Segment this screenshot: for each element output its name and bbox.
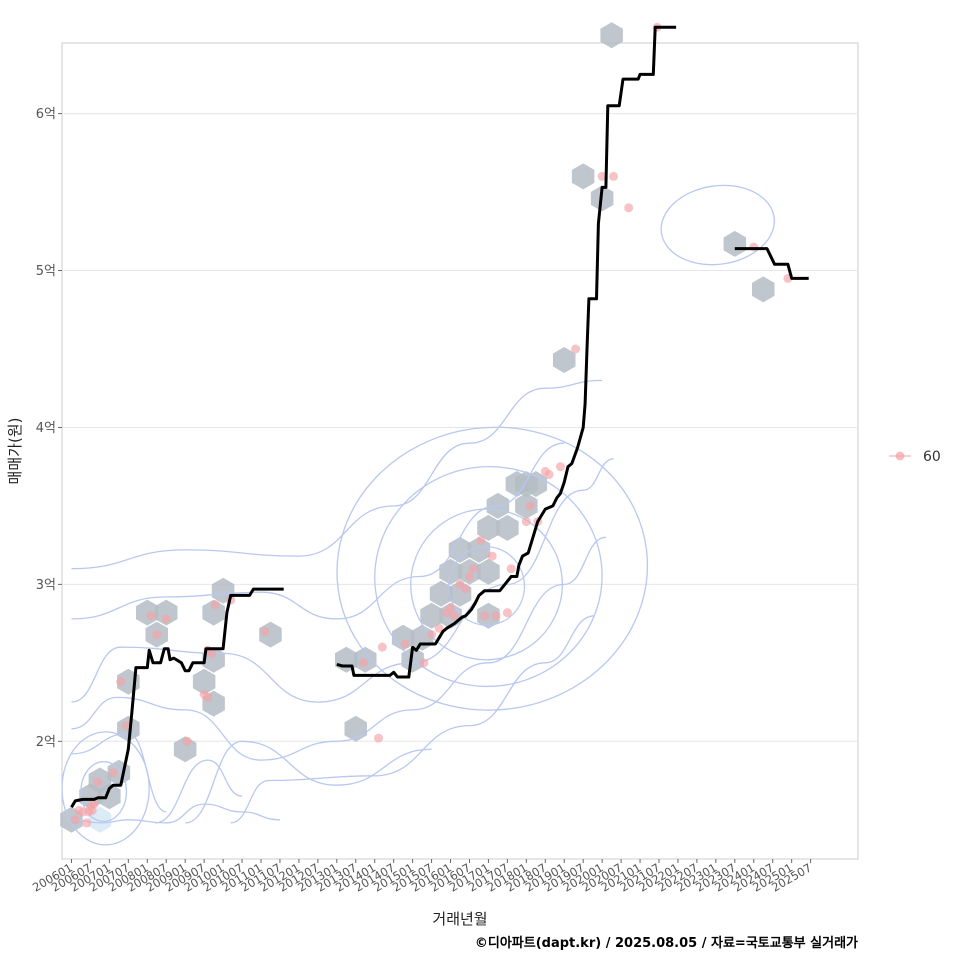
data-point (207, 648, 217, 658)
density-contours (61, 184, 775, 846)
density-contour (71, 442, 565, 620)
hexbin (553, 347, 576, 373)
data-point (260, 626, 270, 636)
data-point (70, 815, 80, 825)
y-tick-label: 3억 (36, 578, 56, 593)
density-contour (374, 465, 603, 688)
hexbin (192, 668, 216, 695)
data-point (487, 551, 497, 561)
density-contour (185, 740, 432, 824)
trend-segment (336, 25, 677, 679)
data-point (446, 603, 456, 613)
data-point (84, 807, 94, 817)
data-point (434, 623, 444, 633)
density-contour (71, 379, 603, 570)
data-point (597, 171, 607, 181)
density-contour (230, 615, 595, 824)
data-point (116, 677, 126, 687)
density-contour (660, 184, 775, 266)
hexbin (723, 230, 747, 257)
data-point (449, 611, 459, 621)
data-point (82, 818, 92, 828)
data-point (544, 470, 554, 480)
data-point (571, 344, 581, 354)
hexbin (155, 599, 178, 626)
data-point (468, 564, 478, 574)
y-tick-label: 2억 (36, 735, 56, 750)
hexbin (571, 163, 595, 190)
data-point (146, 611, 156, 621)
data-point (624, 203, 634, 213)
density-contour (447, 546, 526, 626)
data-point (93, 777, 103, 787)
data-point (476, 535, 486, 545)
hexbin (467, 536, 491, 563)
data-point (211, 600, 221, 610)
y-axis-title: 매매가(원) (6, 418, 24, 485)
x-axis-title: 거래년월 (432, 910, 487, 928)
hexbin (420, 602, 443, 629)
legend-label: 60 (923, 449, 941, 465)
hexbin (752, 276, 775, 303)
data-point (427, 630, 437, 640)
data-point (480, 611, 490, 621)
data-point (400, 639, 410, 649)
trend-segment (734, 247, 809, 280)
density-contour (80, 761, 128, 822)
data-point (555, 462, 565, 472)
hexbin (98, 783, 121, 810)
hexbin (477, 514, 500, 541)
y-tick-label: 4억 (36, 421, 56, 436)
legend-key-point (895, 451, 905, 461)
hexbin (448, 536, 472, 563)
y-tick-label: 5억 (36, 264, 56, 279)
density-contour (71, 458, 614, 703)
y-tick-label: 6억 (36, 107, 56, 122)
density-contour (71, 803, 281, 824)
data-point (502, 608, 512, 618)
data-point (419, 658, 429, 668)
data-point (749, 242, 759, 252)
data-point (121, 721, 131, 731)
hexbin (600, 22, 623, 49)
trend-segment (70, 587, 284, 808)
y-axis: 2억 3억 4억 5억 6억 (36, 107, 62, 750)
data-point (152, 630, 162, 640)
data-point (461, 584, 471, 594)
plot-panel (61, 42, 859, 860)
data-point (161, 614, 171, 624)
data-point (525, 501, 535, 511)
data-point (203, 692, 213, 702)
density-contour (336, 426, 649, 711)
data-point (491, 611, 501, 621)
data-point (358, 658, 368, 668)
data-point (108, 768, 118, 778)
data-point (506, 564, 516, 574)
caption: ©디아파트(dapt.kr) / 2025.08.05 / 자료=국토교통부 실… (475, 935, 858, 951)
data-point (377, 642, 387, 652)
trend-line (70, 25, 809, 808)
hexbin (496, 514, 519, 541)
legend: 60 (889, 449, 941, 465)
data-point (182, 736, 192, 746)
data-point (609, 171, 619, 181)
hexbin (477, 558, 500, 585)
density-contour (410, 508, 563, 661)
data-point (374, 733, 384, 743)
data-point (464, 572, 474, 582)
hexbin (429, 580, 453, 607)
data-point (521, 517, 531, 527)
density-contour (71, 536, 606, 761)
density-contour (61, 731, 150, 846)
density-contour (154, 759, 243, 824)
